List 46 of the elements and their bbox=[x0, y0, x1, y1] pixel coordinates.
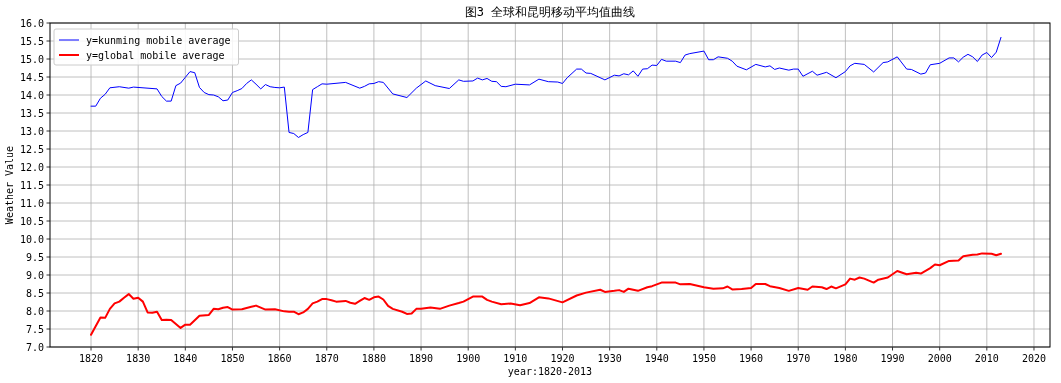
x-tick-label: 1920 bbox=[550, 353, 575, 364]
y-tick-label: 11.0 bbox=[19, 197, 44, 209]
x-tick-label: 1910 bbox=[503, 353, 528, 364]
y-tick-label: 13.0 bbox=[19, 125, 44, 137]
x-tick-label: 1870 bbox=[314, 353, 339, 364]
y-tick-label: 16.0 bbox=[19, 17, 44, 29]
x-tick-label: 1860 bbox=[267, 353, 292, 364]
legend-label: y=global mobile average bbox=[86, 49, 225, 61]
x-tick-label: 2020 bbox=[1021, 353, 1047, 364]
y-tick-label: 13.5 bbox=[19, 107, 44, 119]
x-tick-label: 1880 bbox=[361, 353, 386, 364]
y-tick-label: 8.5 bbox=[25, 287, 44, 299]
y-tick-label: 15.5 bbox=[19, 35, 44, 47]
x-tick-label: 2010 bbox=[974, 353, 999, 364]
x-tick-label: 1930 bbox=[597, 353, 622, 364]
x-tick-label: 1960 bbox=[739, 353, 764, 364]
y-tick-label: 7.5 bbox=[25, 323, 44, 335]
y-tick-label: 10.0 bbox=[19, 233, 44, 245]
x-tick-label: 1830 bbox=[126, 353, 151, 364]
y-tick-label: 14.5 bbox=[19, 71, 44, 83]
y-tick-label: 12.5 bbox=[19, 143, 44, 155]
x-tick-label: 1990 bbox=[880, 353, 905, 364]
y-tick-label: 7.0 bbox=[25, 341, 44, 353]
x-tick-label: 1820 bbox=[78, 353, 104, 364]
y-tick-label: 8.0 bbox=[25, 305, 44, 317]
y-tick-label: 11.5 bbox=[19, 179, 44, 191]
x-tick-label: 2000 bbox=[927, 353, 952, 364]
x-axis-title: year:1820-2013 bbox=[507, 366, 593, 377]
x-tick-label: 1900 bbox=[456, 353, 481, 364]
y-tick-label: 9.0 bbox=[25, 269, 44, 281]
y-tick-label: 9.5 bbox=[25, 251, 44, 263]
y-tick-label: 12.0 bbox=[19, 161, 44, 173]
y-axis-title: Weather Value bbox=[4, 145, 15, 225]
x-tick-label: 1890 bbox=[409, 353, 434, 364]
y-tick-label: 15.0 bbox=[19, 53, 44, 65]
x-tick-label: 1950 bbox=[691, 353, 716, 364]
x-tick-label: 1970 bbox=[786, 353, 811, 364]
line-series bbox=[90, 252, 1002, 336]
y-tick-label: 10.5 bbox=[19, 215, 44, 227]
y-tick-label: 14.0 bbox=[19, 89, 44, 101]
chart-title: 图3 全球和昆明移动平均值曲线 bbox=[464, 5, 636, 19]
x-tick-label: 1840 bbox=[173, 353, 198, 364]
x-tick-label: 1980 bbox=[833, 353, 858, 364]
legend-label: y=kunming mobile average bbox=[86, 34, 231, 46]
x-tick-label: 1850 bbox=[220, 353, 245, 364]
x-tick-label: 1940 bbox=[644, 353, 669, 364]
